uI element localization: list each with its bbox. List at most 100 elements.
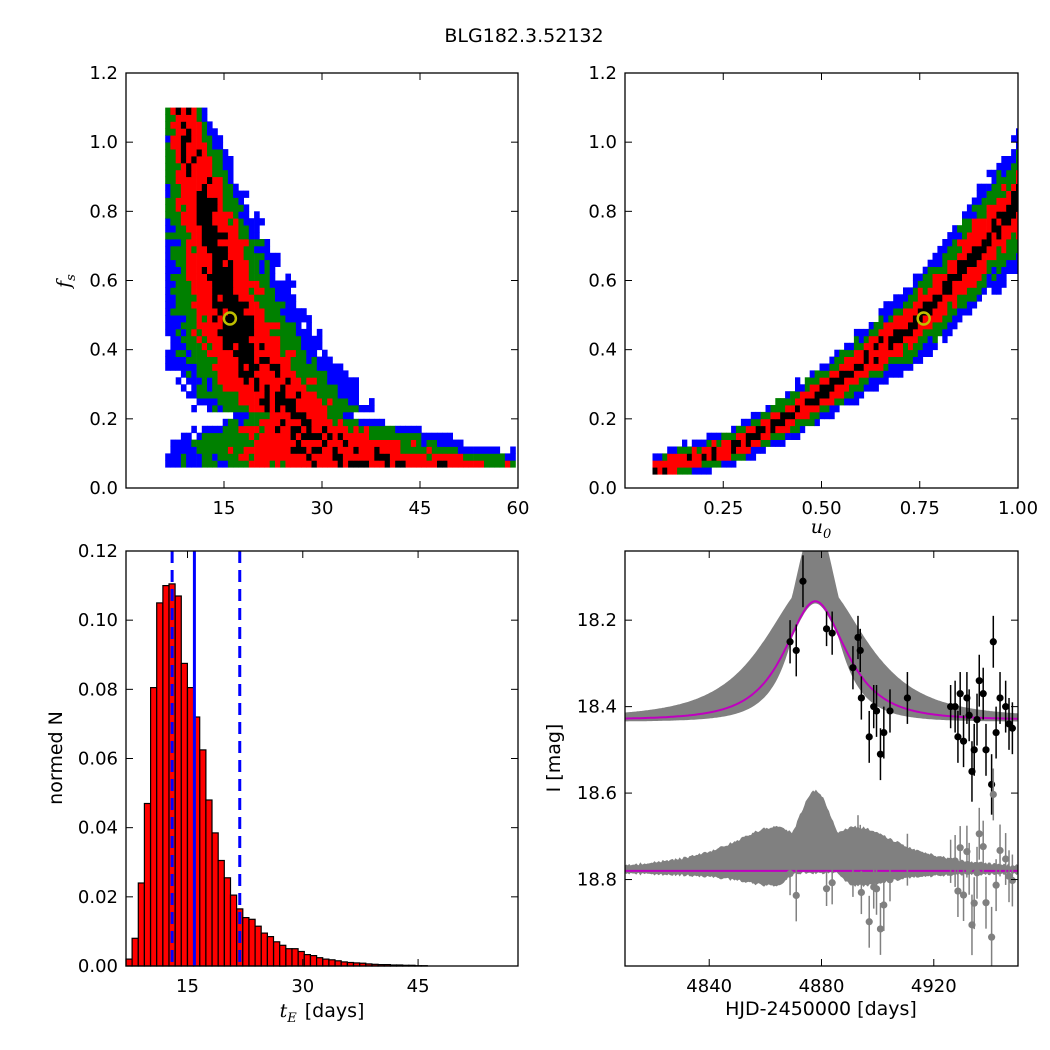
posterior-cell-2-sigma	[358, 453, 365, 461]
posterior-cell-1-sigma	[269, 363, 276, 371]
posterior-cell-4-sigma	[353, 391, 359, 399]
posterior-cell-2-sigma	[243, 239, 250, 247]
posterior-cell-1-sigma	[804, 398, 811, 406]
posterior-cell-3-sigma	[316, 384, 323, 392]
posterior-cell-2-sigma	[311, 405, 318, 413]
posterior-cell-1-sigma	[227, 266, 234, 274]
posterior-cell-2-sigma	[290, 377, 297, 385]
posterior-cells	[652, 128, 1018, 475]
posterior-cell-2-sigma	[264, 460, 271, 468]
posterior-cell-1-sigma	[711, 453, 717, 461]
posterior-cell-2-sigma	[186, 183, 192, 191]
posterior-cell-2-sigma	[170, 107, 176, 115]
posterior-cell-2-sigma	[259, 328, 265, 337]
posterior-cell-3-sigma	[1016, 245, 1018, 254]
posterior-cell-4-sigma	[473, 446, 480, 454]
posterior-cell-2-sigma	[259, 308, 265, 316]
posterior-cell-2-sigma	[186, 266, 192, 274]
residual-uncertainty-band	[625, 789, 1018, 888]
posterior-cell-3-sigma	[248, 266, 255, 274]
posterior-cell-3-sigma	[280, 460, 286, 468]
posterior-cell-1-sigma	[275, 405, 281, 413]
posterior-cell-4-sigma	[180, 328, 187, 337]
posterior-cell-2-sigma	[332, 432, 339, 440]
posterior-cell-2-sigma	[264, 328, 271, 337]
posterior-cell-2-sigma	[180, 114, 187, 122]
posterior-cell-2-sigma	[389, 453, 396, 461]
posterior-cell-4-sigma	[942, 335, 948, 344]
posterior-cell-4-sigma	[170, 335, 176, 344]
posterior-cell-4-sigma	[893, 294, 899, 302]
posterior-cell-2-sigma	[259, 432, 265, 440]
posterior-cell-2-sigma	[264, 342, 271, 351]
posterior-cell-3-sigma	[212, 370, 218, 378]
posterior-cell-2-sigma	[691, 453, 698, 461]
posterior-cell-2-sigma	[696, 460, 702, 468]
posterior-cell-3-sigma	[248, 259, 255, 267]
posterior-cell-3-sigma	[306, 370, 312, 378]
residual-point	[880, 901, 888, 909]
posterior-cell-1-sigma	[327, 432, 333, 440]
posterior-cell-2-sigma	[301, 453, 307, 461]
posterior-cell-3-sigma	[222, 439, 229, 447]
posterior-cell-1-sigma	[760, 425, 766, 434]
posterior-cell-3-sigma	[175, 308, 182, 316]
posterior-cell-2-sigma	[233, 239, 239, 247]
posterior-cell-1-sigma	[275, 391, 281, 399]
posterior-cell-2-sigma	[1001, 225, 1007, 233]
posterior-cell-3-sigma	[494, 460, 501, 468]
posterior-cell-4-sigma	[269, 273, 276, 281]
posterior-cell-2-sigma	[248, 294, 255, 302]
posterior-cell-1-sigma	[227, 287, 234, 295]
posterior-cell-2-sigma	[878, 356, 884, 364]
y-tick-label: 1.2	[588, 63, 617, 84]
posterior-cell-2-sigma	[196, 183, 203, 191]
posterior-cell-3-sigma	[971, 204, 978, 212]
posterior-cell-3-sigma	[269, 315, 276, 323]
posterior-cell-2-sigma	[295, 398, 302, 406]
posterior-cell-2-sigma	[207, 315, 213, 323]
posterior-cell-3-sigma	[410, 432, 417, 440]
posterior-cell-2-sigma	[269, 384, 276, 392]
posterior-cell-2-sigma	[264, 363, 271, 371]
posterior-cell-3-sigma	[878, 370, 884, 378]
posterior-cell-4-sigma	[353, 398, 359, 406]
posterior-cell-4-sigma	[750, 453, 757, 461]
posterior-cell-4-sigma	[834, 349, 840, 357]
posterior-cell-2-sigma	[927, 294, 933, 302]
histogram-bar	[316, 957, 324, 967]
posterior-cell-3-sigma	[952, 308, 958, 316]
posterior-cell-2-sigma	[259, 335, 265, 344]
posterior-cell-2-sigma	[981, 259, 987, 267]
posterior-cell-1-sigma	[295, 411, 302, 420]
posterior-cell-2-sigma	[903, 335, 909, 344]
posterior-cell-2-sigma	[233, 377, 239, 385]
posterior-cell-4-sigma	[180, 315, 187, 323]
posterior-cell-1-sigma	[222, 266, 229, 274]
posterior-cell-4-sigma	[238, 411, 244, 420]
posterior-cell-2-sigma	[358, 439, 365, 447]
posterior-cell-4-sigma	[175, 453, 182, 461]
posterior-cell-3-sigma	[217, 384, 224, 392]
posterior-cell-2-sigma	[238, 259, 244, 267]
posterior-cell-2-sigma	[196, 135, 203, 143]
posterior-cell-2-sigma	[395, 446, 401, 454]
posterior-cell-3-sigma	[212, 156, 218, 164]
posterior-cell-4-sigma	[243, 190, 250, 198]
posterior-cell-2-sigma	[844, 356, 850, 364]
posterior-cell-1-sigma	[652, 467, 658, 475]
posterior-cell-2-sigma	[196, 252, 203, 261]
posterior-cell-3-sigma	[942, 315, 948, 323]
posterior-cell-4-sigma	[175, 439, 182, 447]
posterior-cell-2-sigma	[186, 149, 192, 157]
data-point	[988, 780, 996, 789]
residual-point	[979, 843, 987, 851]
posterior-cell-2-sigma	[1006, 225, 1012, 233]
posterior-cell-3-sigma	[858, 342, 865, 351]
posterior-cell-2-sigma	[233, 384, 239, 392]
posterior-cell-4-sigma	[207, 384, 213, 392]
posterior-cell-2-sigma	[175, 114, 182, 122]
posterior-cell-1-sigma	[248, 315, 255, 323]
posterior-cell-3-sigma	[799, 418, 806, 427]
posterior-cell-3-sigma	[295, 370, 302, 378]
